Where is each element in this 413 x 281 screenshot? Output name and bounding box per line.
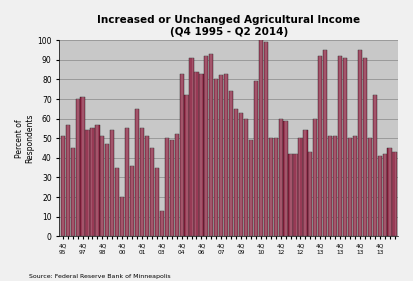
Bar	[333, 136, 337, 236]
Bar	[293, 154, 298, 236]
Bar	[244, 119, 248, 236]
Bar	[105, 144, 109, 236]
Bar	[140, 128, 144, 236]
Bar	[219, 76, 223, 236]
Bar	[313, 119, 318, 236]
Bar	[195, 72, 199, 236]
Bar	[76, 99, 80, 236]
Bar	[199, 74, 204, 236]
Bar	[363, 58, 367, 236]
Bar	[268, 138, 273, 236]
Bar	[392, 152, 396, 236]
Bar	[90, 128, 95, 236]
Bar	[283, 121, 288, 236]
Bar	[229, 91, 233, 236]
Bar	[100, 136, 104, 236]
Bar	[66, 124, 70, 236]
Bar	[204, 56, 209, 236]
Bar	[214, 80, 218, 236]
Bar	[224, 74, 228, 236]
Bar	[145, 136, 149, 236]
Bar	[288, 154, 293, 236]
Bar	[234, 109, 238, 236]
Bar	[71, 148, 75, 236]
Bar	[155, 168, 159, 236]
Bar	[150, 148, 154, 236]
Bar	[278, 119, 283, 236]
Bar	[249, 140, 253, 236]
Bar	[298, 138, 303, 236]
Bar	[254, 81, 258, 236]
Bar	[165, 138, 169, 236]
Bar	[377, 156, 382, 236]
Bar	[328, 136, 332, 236]
Bar	[110, 130, 114, 236]
Bar	[263, 42, 268, 236]
Bar	[323, 50, 328, 236]
Bar	[348, 138, 352, 236]
Bar	[373, 95, 377, 236]
Title: Increased or Unchanged Agricultural Income
(Q4 1995 - Q2 2014): Increased or Unchanged Agricultural Inco…	[97, 15, 360, 37]
Bar	[343, 58, 347, 236]
Bar	[95, 124, 100, 236]
Bar	[303, 130, 308, 236]
Bar	[135, 109, 139, 236]
Bar	[353, 136, 357, 236]
Bar	[368, 138, 372, 236]
Bar	[358, 50, 362, 236]
Bar	[273, 138, 278, 236]
Y-axis label: Percent of
Respondents: Percent of Respondents	[15, 114, 34, 163]
Bar	[185, 95, 189, 236]
Bar	[170, 140, 174, 236]
Bar	[160, 211, 164, 236]
Bar	[239, 113, 243, 236]
Bar	[61, 136, 65, 236]
Bar	[120, 197, 124, 236]
Bar	[130, 166, 134, 236]
Bar	[85, 130, 90, 236]
Bar	[387, 148, 392, 236]
Bar	[125, 128, 129, 236]
Bar	[308, 152, 313, 236]
Bar	[190, 58, 194, 236]
Bar	[259, 40, 263, 236]
Bar	[318, 56, 323, 236]
Bar	[175, 134, 179, 236]
Bar	[209, 54, 214, 236]
Bar	[338, 56, 342, 236]
Bar	[382, 154, 387, 236]
Bar	[180, 74, 184, 236]
Text: Source: Federal Reserve Bank of Minneapolis: Source: Federal Reserve Bank of Minneapo…	[29, 274, 171, 279]
Bar	[115, 168, 119, 236]
Bar	[81, 97, 85, 236]
